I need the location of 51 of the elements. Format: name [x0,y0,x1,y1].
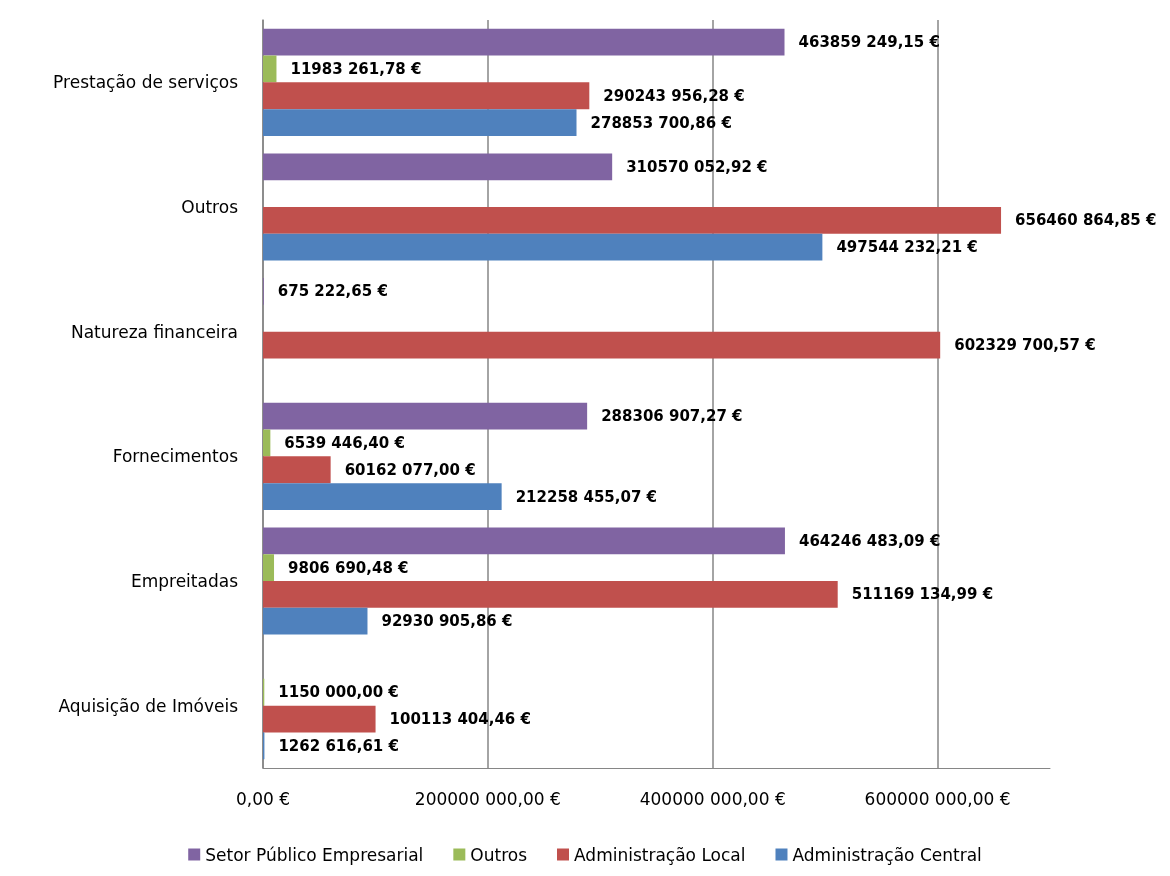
data-label: 11983 261,78 € [290,59,422,78]
bar [263,483,502,510]
data-label: 310570 052,92 € [626,157,768,176]
y-tick-label: Aquisição de Imóveis [58,695,239,716]
data-label: 60162 077,00 € [344,460,476,479]
legend-label: Setor Público Empresarial [205,844,424,865]
data-label: 1150 000,00 € [278,683,399,702]
data-label: 6539 446,40 € [284,433,405,452]
data-label: 464246 483,09 € [798,531,941,550]
x-tick-label: 600000 000,00 € [864,788,1011,809]
y-tick-label: Empreitadas [130,571,239,591]
data-label: 497544 232,21 € [836,238,978,257]
data-label: 463859 249,15 € [798,33,940,52]
data-label: 511169 134,99 € [851,585,994,604]
bar [263,109,577,136]
data-label: 1262 616,61 € [278,736,399,755]
bar [263,456,331,484]
data-label: 9806 690,48 € [288,558,409,577]
y-tick-label: Outros [181,197,239,217]
bar [263,331,941,359]
legend-label: Administração Local [574,844,746,865]
x-tick-label: 400000 000,00 € [639,788,786,809]
bar [263,554,275,581]
y-tick-label: Natureza financeira [70,321,238,342]
bar [263,82,590,110]
bar [263,28,785,56]
bar [263,402,588,430]
bar [263,705,376,733]
bar [263,429,271,457]
bar [263,207,1002,234]
y-tick-label: Fornecimentos [112,446,239,467]
legend-label: Administração Central [792,844,982,865]
data-label: 656460 864,85 € [1015,211,1157,230]
data-label: 288306 907,27 € [601,407,743,426]
bar [263,233,823,261]
bar [263,55,277,83]
bar [263,153,613,181]
data-label: 290243 956,28 € [603,86,745,105]
data-label: 602329 700,57 € [954,336,1096,355]
bar [263,581,838,608]
y-tick-label: Prestação de serviços [53,72,239,93]
legend-label: Outros [470,844,528,865]
x-tick-label: 0,00 € [235,788,291,809]
data-label: 100113 404,46 € [389,710,531,729]
x-tick-label: 200000 000,00 € [414,788,561,809]
data-label: 212258 455,07 € [515,487,658,506]
data-label: 675 222,65 € [277,282,388,301]
data-label: 92930 905,86 € [381,612,513,631]
bar [263,527,785,555]
bar [263,607,368,635]
data-label: 278853 700,86 € [590,113,732,132]
